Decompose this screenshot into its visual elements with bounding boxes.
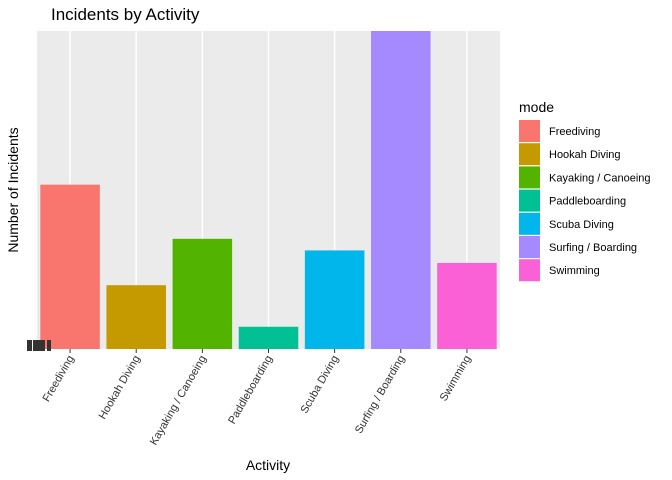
legend-label: Swimming <box>549 265 600 277</box>
legend-swatch <box>519 120 540 142</box>
legend-swatch <box>519 166 540 189</box>
legend-swatch <box>519 236 540 258</box>
y-tick-label-blob <box>33 340 45 351</box>
y-tick-label-blob <box>47 340 51 351</box>
legend-swatch <box>519 189 540 212</box>
x-tick-label: Freediving <box>41 354 77 404</box>
bar <box>304 250 365 349</box>
x-tick-label: Paddleboarding <box>226 354 275 427</box>
legend-swatch <box>519 212 540 235</box>
legend-label: Scuba Diving <box>549 219 614 231</box>
x-tick-label: Scuba Diving <box>298 354 341 416</box>
legend-label: Freediving <box>549 126 600 138</box>
legend-title: mode <box>519 99 554 115</box>
x-tick-label: Surfing / Boarding <box>353 354 407 436</box>
legend-swatch <box>519 143 540 166</box>
bar <box>40 184 100 349</box>
bar <box>106 285 166 349</box>
y-tick-label-blob <box>27 340 32 351</box>
x-tick-label: Swimming <box>438 354 474 404</box>
legend: mode Freediving Hookah Diving Kayaking / C… <box>519 99 651 282</box>
chart-title: Incidents by Activity <box>51 5 200 24</box>
legend-label: Paddleboarding <box>549 196 626 208</box>
y-axis-title: Number of Incidents <box>5 127 21 252</box>
bar <box>437 262 497 349</box>
x-tick-label: Kayaking / Canoeing <box>148 354 209 448</box>
x-axis: Freediving Hookah Diving Kayaking / Canoei… <box>41 349 474 447</box>
legend-label: Surfing / Boarding <box>549 242 637 254</box>
legend-label: Hookah Diving <box>549 149 621 161</box>
y-axis <box>27 340 51 351</box>
bar <box>172 238 233 349</box>
x-tick-label: Hookah Diving <box>97 354 143 422</box>
bar <box>371 31 431 349</box>
bars <box>40 31 497 349</box>
legend-swatch <box>519 259 540 282</box>
bar <box>238 326 299 349</box>
legend-label: Kayaking / Canoeing <box>549 172 651 184</box>
x-axis-title: Activity <box>246 457 290 473</box>
